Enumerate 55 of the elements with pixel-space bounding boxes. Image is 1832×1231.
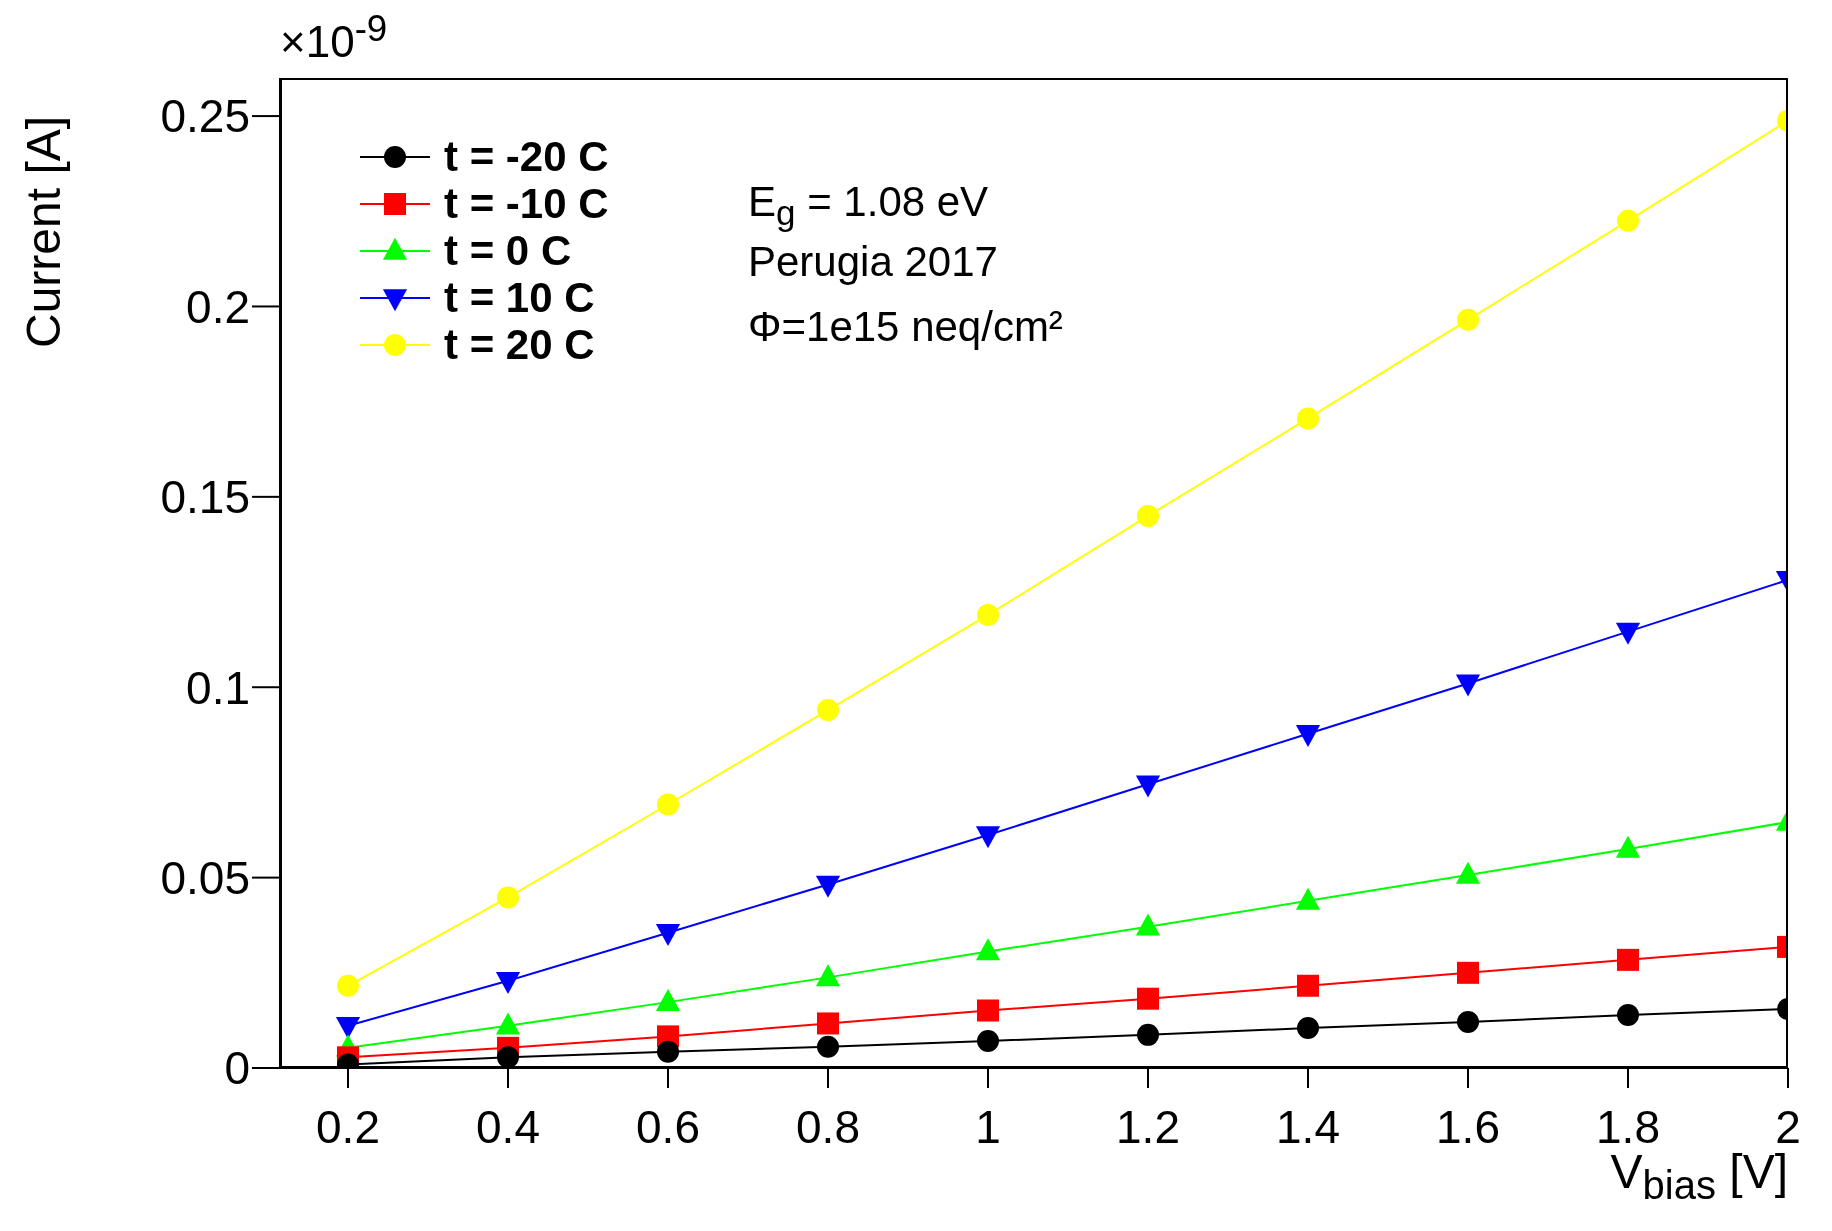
point	[1457, 961, 1479, 984]
point	[1297, 974, 1319, 997]
point	[657, 793, 679, 816]
point	[815, 964, 841, 987]
point	[1457, 1010, 1479, 1033]
legend-label: t = -10 C	[444, 179, 609, 228]
point	[495, 1012, 521, 1035]
text: ×10$^{-9}$	[280, 8, 388, 67]
point	[655, 988, 681, 1011]
point	[1137, 504, 1159, 527]
point	[1617, 948, 1639, 971]
legend-label: t = 20 C	[444, 320, 595, 369]
x-tick-label: 1.2	[1116, 1100, 1180, 1153]
x-tick-label: 0.8	[796, 1100, 860, 1153]
x-tick-label: 0.4	[476, 1100, 540, 1153]
point	[1617, 209, 1639, 232]
point	[497, 886, 519, 909]
x-tick-label: 0.6	[636, 1100, 700, 1153]
point	[975, 938, 1001, 961]
point	[977, 999, 999, 1022]
y-tick-label: 0.25	[160, 90, 250, 143]
point	[1455, 861, 1481, 884]
point	[1135, 913, 1161, 936]
x-tick-label: 1.6	[1436, 1100, 1500, 1153]
point	[1295, 887, 1321, 910]
y-tick-label: 0.15	[160, 471, 250, 524]
point	[657, 1040, 679, 1063]
annotation: Φ=1e15 neq/cm²	[748, 303, 1063, 351]
legend-label: t = -20 C	[444, 132, 609, 181]
y-axis-title: Current [A]	[16, 115, 71, 348]
y-tick-label: 0.1	[186, 661, 250, 714]
point	[1297, 1017, 1319, 1040]
annotation: E$_{g}$ = 1.08 eV	[748, 178, 989, 234]
annotation: Perugia 2017	[748, 238, 998, 286]
point	[1615, 835, 1641, 858]
y-tick-label: 0.05	[160, 851, 250, 904]
point	[1137, 987, 1159, 1010]
point	[817, 1012, 839, 1035]
y-tick-label: 0.2	[186, 280, 250, 333]
point	[977, 1029, 999, 1052]
y-tick-label: 0	[224, 1042, 250, 1095]
point	[977, 603, 999, 626]
point	[817, 1035, 839, 1058]
point	[497, 1046, 519, 1068]
x-tick-label: 1.4	[1276, 1100, 1340, 1153]
legend-label: t = 10 C	[444, 273, 595, 322]
x-tick-label: 1	[975, 1100, 1001, 1153]
point	[1457, 308, 1479, 331]
point	[1137, 1023, 1159, 1046]
legend-label: t = 0 C	[444, 226, 572, 275]
x-tick-label: 0.2	[316, 1100, 380, 1153]
point	[337, 974, 359, 997]
point	[817, 699, 839, 722]
point	[1617, 1004, 1639, 1027]
point	[1297, 407, 1319, 430]
